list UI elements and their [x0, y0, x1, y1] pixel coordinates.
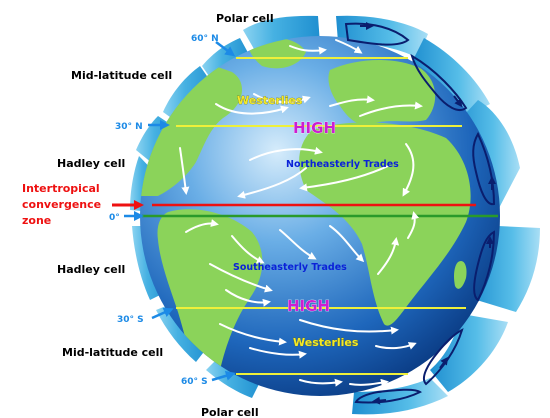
polar-cell-loop-south-icon: [354, 388, 422, 404]
label-itcz-line2: convergence: [22, 198, 101, 211]
latitude-pointers: [124, 41, 236, 382]
globe: [140, 36, 500, 396]
label-hadley-cell-south: Hadley cell: [57, 263, 125, 276]
label-lat-eq: 0°: [109, 213, 120, 223]
wind-arrow-icon: [209, 263, 273, 293]
hadley-cell-loop-south-icon: [473, 230, 496, 302]
wind-arrow-icon: [329, 225, 365, 263]
pointer-60s-arrow-icon: [211, 370, 236, 382]
wind-arrow-icon: [299, 319, 399, 335]
wind-arrow-icon: [279, 229, 317, 260]
land-europe: [328, 59, 436, 125]
wind-arrow-icon: [249, 146, 323, 161]
band-right-polar-south: [352, 378, 448, 415]
label-westerlies-north: Westerlies: [237, 94, 303, 107]
wind-arrow-icon: [289, 45, 327, 55]
pointer-30s-arrow-icon: [151, 307, 174, 320]
wind-arrow-icon: [249, 347, 307, 359]
wind-arrow-icon: [407, 211, 420, 239]
label-lat-30n: 30° N: [115, 122, 143, 132]
wind-arrow-icon: [215, 103, 289, 115]
wind-arrow-icon: [359, 101, 423, 117]
label-midlat-cell-north: Mid-latitude cell: [71, 69, 172, 82]
pointer-60n-arrow-icon: [215, 41, 236, 57]
band-right-midlat-north: [412, 38, 490, 118]
wind-arrows: [179, 39, 423, 387]
wind-arrow-icon: [375, 342, 417, 350]
land-africa: [299, 122, 471, 326]
landmasses: [140, 37, 471, 394]
wind-arrow-icon: [299, 165, 389, 192]
label-lat-30s: 30° S: [117, 315, 144, 325]
label-itcz-line3: zone: [22, 214, 51, 227]
wind-arrow-icon: [349, 378, 389, 387]
wind-arrow-icon: [219, 323, 287, 346]
label-hadley-cell-north: Hadley cell: [57, 157, 125, 170]
band-right-polar-north: [336, 15, 428, 59]
hadley-cell-loop-icon: [472, 131, 496, 206]
wind-arrow-icon: [225, 289, 271, 307]
wind-arrow-icon: [299, 378, 343, 387]
label-westerlies-south: Westerlies: [293, 336, 359, 349]
land-south-america: [157, 209, 263, 394]
label-polar-cell-top: Polar cell: [216, 12, 274, 25]
midlat-cell-loop-south-icon: [422, 328, 464, 386]
label-midlat-cell-south: Mid-latitude cell: [62, 346, 163, 359]
label-high-north: HIGH: [293, 119, 336, 137]
label-polar-cell-bottom: Polar cell: [201, 406, 259, 418]
band-right-midlat-south: [430, 314, 508, 392]
wind-arrow-icon: [253, 93, 311, 104]
midlat-cell-loop-icon: [410, 53, 468, 112]
wind-arrow-icon: [179, 147, 190, 195]
loop-arrow-icon: [453, 95, 463, 108]
label-lat-60s: 60° S: [181, 377, 208, 387]
loop-arrow-icon: [439, 356, 449, 369]
wind-arrow-icon: [335, 39, 363, 54]
wind-arrow-icon: [231, 235, 265, 264]
wind-arrow-icon: [185, 219, 219, 233]
label-trades-south: Southeasterly Trades: [233, 262, 347, 273]
circulation-loops: [344, 22, 496, 405]
wind-arrow-icon: [402, 143, 415, 197]
label-high-south: HIGH: [287, 297, 330, 315]
loop-arrow-icon: [372, 396, 387, 405]
label-lat-60n: 60° N: [191, 34, 219, 44]
wind-arrow-icon: [377, 237, 400, 275]
land-madagascar: [454, 260, 467, 289]
wind-arrow-icon: [237, 167, 307, 199]
label-itcz-line1: Intertropical: [22, 182, 100, 195]
label-trades-north: Northeasterly Trades: [286, 159, 399, 170]
wind-arrow-icon: [329, 95, 375, 107]
